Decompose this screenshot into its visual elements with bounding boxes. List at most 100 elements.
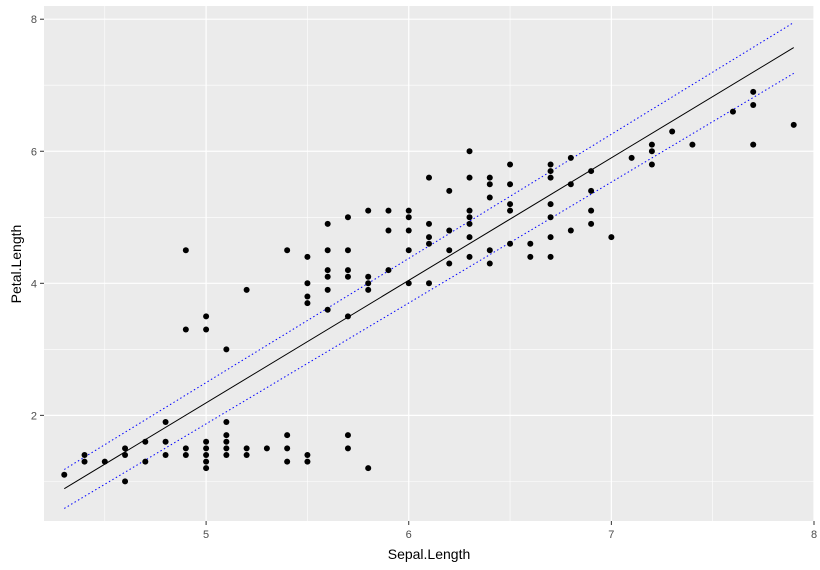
data-point xyxy=(547,174,554,181)
data-point xyxy=(365,273,372,280)
data-point xyxy=(162,438,169,445)
data-point xyxy=(486,181,493,188)
data-point xyxy=(729,108,736,115)
upper-confidence-band xyxy=(64,22,794,470)
data-point xyxy=(81,451,88,458)
data-point xyxy=(344,445,351,452)
regression-line xyxy=(64,47,794,490)
data-point xyxy=(446,227,453,234)
data-point xyxy=(750,102,757,109)
data-point xyxy=(101,458,108,465)
data-point xyxy=(385,267,392,274)
data-point xyxy=(790,121,797,128)
data-point xyxy=(385,227,392,234)
y-tick-label: 8 xyxy=(31,14,37,26)
data-point xyxy=(162,451,169,458)
data-point xyxy=(304,458,311,465)
plot-panel xyxy=(44,6,814,521)
regression-line-group xyxy=(64,47,794,490)
data-point xyxy=(466,148,473,155)
data-point xyxy=(162,418,169,425)
data-point xyxy=(203,465,210,472)
data-point xyxy=(365,465,372,472)
data-point xyxy=(203,326,210,333)
data-point xyxy=(344,247,351,254)
data-point xyxy=(243,445,250,452)
data-point xyxy=(324,273,331,280)
data-point xyxy=(223,418,230,425)
data-point xyxy=(203,438,210,445)
data-point xyxy=(203,313,210,320)
data-point xyxy=(284,247,291,254)
data-point xyxy=(486,194,493,201)
data-point xyxy=(405,207,412,214)
data-point xyxy=(648,161,655,168)
data-point xyxy=(648,141,655,148)
data-point xyxy=(243,286,250,293)
data-point xyxy=(507,161,514,168)
data-point xyxy=(426,234,432,241)
data-point xyxy=(182,451,189,458)
data-point xyxy=(426,240,432,247)
data-point xyxy=(324,220,331,227)
data-point xyxy=(284,432,291,439)
data-point xyxy=(223,346,230,353)
data-point xyxy=(142,438,149,445)
data-point xyxy=(527,240,534,247)
data-point xyxy=(324,306,331,313)
data-point xyxy=(182,445,189,452)
data-point xyxy=(750,88,757,95)
data-point xyxy=(122,445,129,452)
data-point xyxy=(567,181,574,188)
data-point xyxy=(527,253,534,260)
data-point xyxy=(567,154,574,161)
data-point xyxy=(466,174,473,181)
data-point xyxy=(304,300,311,307)
data-point xyxy=(669,128,676,135)
lower-confidence-band xyxy=(64,72,794,509)
data-point xyxy=(223,451,230,458)
y-axis-title: Petal.Length xyxy=(8,225,24,304)
data-point xyxy=(466,214,473,221)
data-point xyxy=(547,234,554,241)
data-point xyxy=(547,161,554,168)
data-point xyxy=(344,313,351,320)
data-point xyxy=(547,253,554,260)
data-point xyxy=(324,247,331,254)
data-point xyxy=(223,432,230,439)
data-point xyxy=(223,445,230,452)
data-point xyxy=(61,471,68,478)
data-point xyxy=(405,247,412,254)
data-point xyxy=(547,201,554,208)
data-point xyxy=(588,187,595,194)
data-point xyxy=(81,458,88,465)
y-tick-label: 2 xyxy=(31,410,37,422)
data-point xyxy=(588,168,595,175)
data-point xyxy=(344,273,351,280)
grid-minor-lines xyxy=(44,6,814,521)
data-point xyxy=(507,207,514,214)
data-point xyxy=(547,168,554,175)
data-point xyxy=(304,293,311,300)
data-point xyxy=(507,201,514,208)
data-point xyxy=(182,247,189,254)
data-point xyxy=(567,227,574,234)
data-point xyxy=(344,267,351,274)
data-point xyxy=(466,220,473,227)
data-point xyxy=(324,286,331,293)
data-point xyxy=(223,438,230,445)
x-axis-ticks: 5 6 7 8 xyxy=(203,521,817,541)
data-point xyxy=(304,253,311,260)
data-point xyxy=(588,207,595,214)
data-point xyxy=(466,253,473,260)
x-tick-label: 8 xyxy=(811,529,817,541)
data-point xyxy=(405,227,412,234)
y-axis-ticks: 2 4 6 8 xyxy=(31,14,44,422)
data-point xyxy=(486,247,493,254)
data-point xyxy=(750,141,757,148)
confidence-bands xyxy=(64,22,794,509)
data-point xyxy=(182,326,189,333)
data-point xyxy=(466,234,473,241)
data-point xyxy=(547,214,554,221)
